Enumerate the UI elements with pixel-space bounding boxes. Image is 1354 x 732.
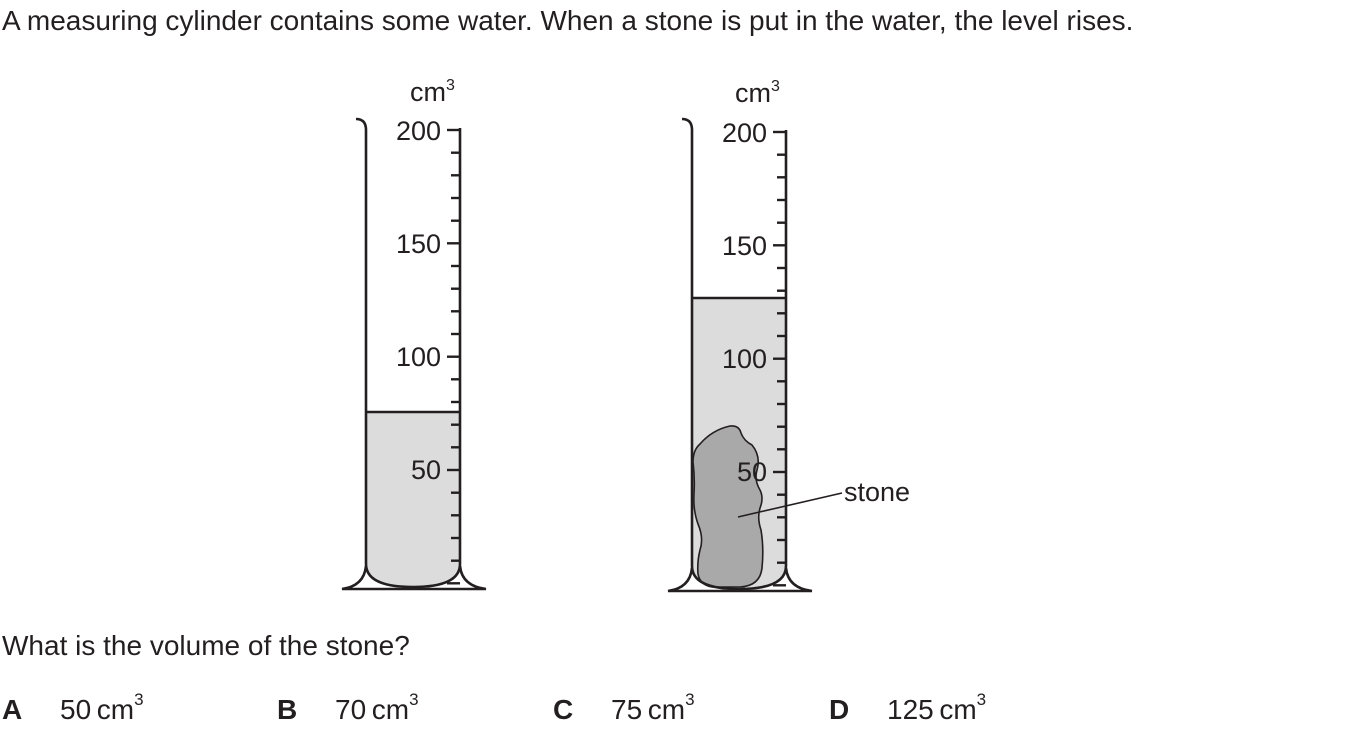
option-value: 70 <box>335 694 367 725</box>
scale-ticks-after <box>773 130 786 587</box>
option-b[interactable]: B 70 cm3 <box>277 690 419 728</box>
cylinder-wall-before <box>355 117 462 589</box>
scale-label-150-after: 150 <box>722 231 767 261</box>
unit-label-after: cm3 <box>735 78 780 108</box>
option-value: 50 <box>60 694 92 725</box>
option-unit-power: 3 <box>134 690 144 709</box>
scale-label-50-before: 50 <box>411 455 441 485</box>
option-d[interactable]: D 125 cm3 <box>829 690 987 728</box>
option-c[interactable]: C 75 cm3 <box>553 690 695 728</box>
option-letter: C <box>553 694 574 725</box>
option-unit: cm <box>939 694 977 725</box>
option-unit-power: 3 <box>976 690 987 709</box>
cylinder-before: cm3 200 150 100 50 <box>341 77 487 591</box>
scale-label-150-before: 150 <box>396 229 441 259</box>
question-intro: A measuring cylinder contains some water… <box>2 5 1134 36</box>
stone-leader-line <box>737 492 843 518</box>
stone-shape <box>692 425 764 588</box>
option-unit: cm <box>371 694 410 725</box>
option-unit-power: 3 <box>409 690 419 709</box>
scale-label-50-after: 50 <box>737 457 767 487</box>
option-letter: A <box>2 694 23 725</box>
scale-ticks-before <box>447 128 460 585</box>
stone-label: stone <box>844 477 910 507</box>
cylinder-after: cm3 200 150 100 50 stone <box>667 78 910 593</box>
option-a[interactable]: A 50 cm3 <box>2 690 144 728</box>
unit-label-before: cm3 <box>410 77 455 107</box>
option-unit: cm <box>647 694 686 725</box>
measuring-cylinders-figure: cm3 200 150 100 50 cm3 200 150 100 50 st… <box>341 77 910 593</box>
option-unit: cm <box>96 694 135 725</box>
option-value: 75 <box>611 694 643 725</box>
scale-label-100-after: 100 <box>722 344 767 374</box>
option-unit-power: 3 <box>685 690 695 709</box>
scale-label-200-after: 200 <box>722 118 767 148</box>
option-value: 125 <box>887 694 934 725</box>
question-prompt: What is the volume of the stone? <box>2 630 410 661</box>
cylinder-base-after <box>667 567 813 593</box>
cylinder-base-before <box>341 565 487 591</box>
cylinder-wall-after <box>681 117 788 591</box>
option-letter: D <box>829 694 850 725</box>
water-before <box>366 413 460 587</box>
scale-label-100-before: 100 <box>396 342 441 372</box>
scale-label-200-before: 200 <box>396 116 441 146</box>
option-letter: B <box>277 694 298 725</box>
answer-options: A 50 cm3 B 70 cm3 C 75 cm3 D 125 cm3 <box>0 690 1354 732</box>
